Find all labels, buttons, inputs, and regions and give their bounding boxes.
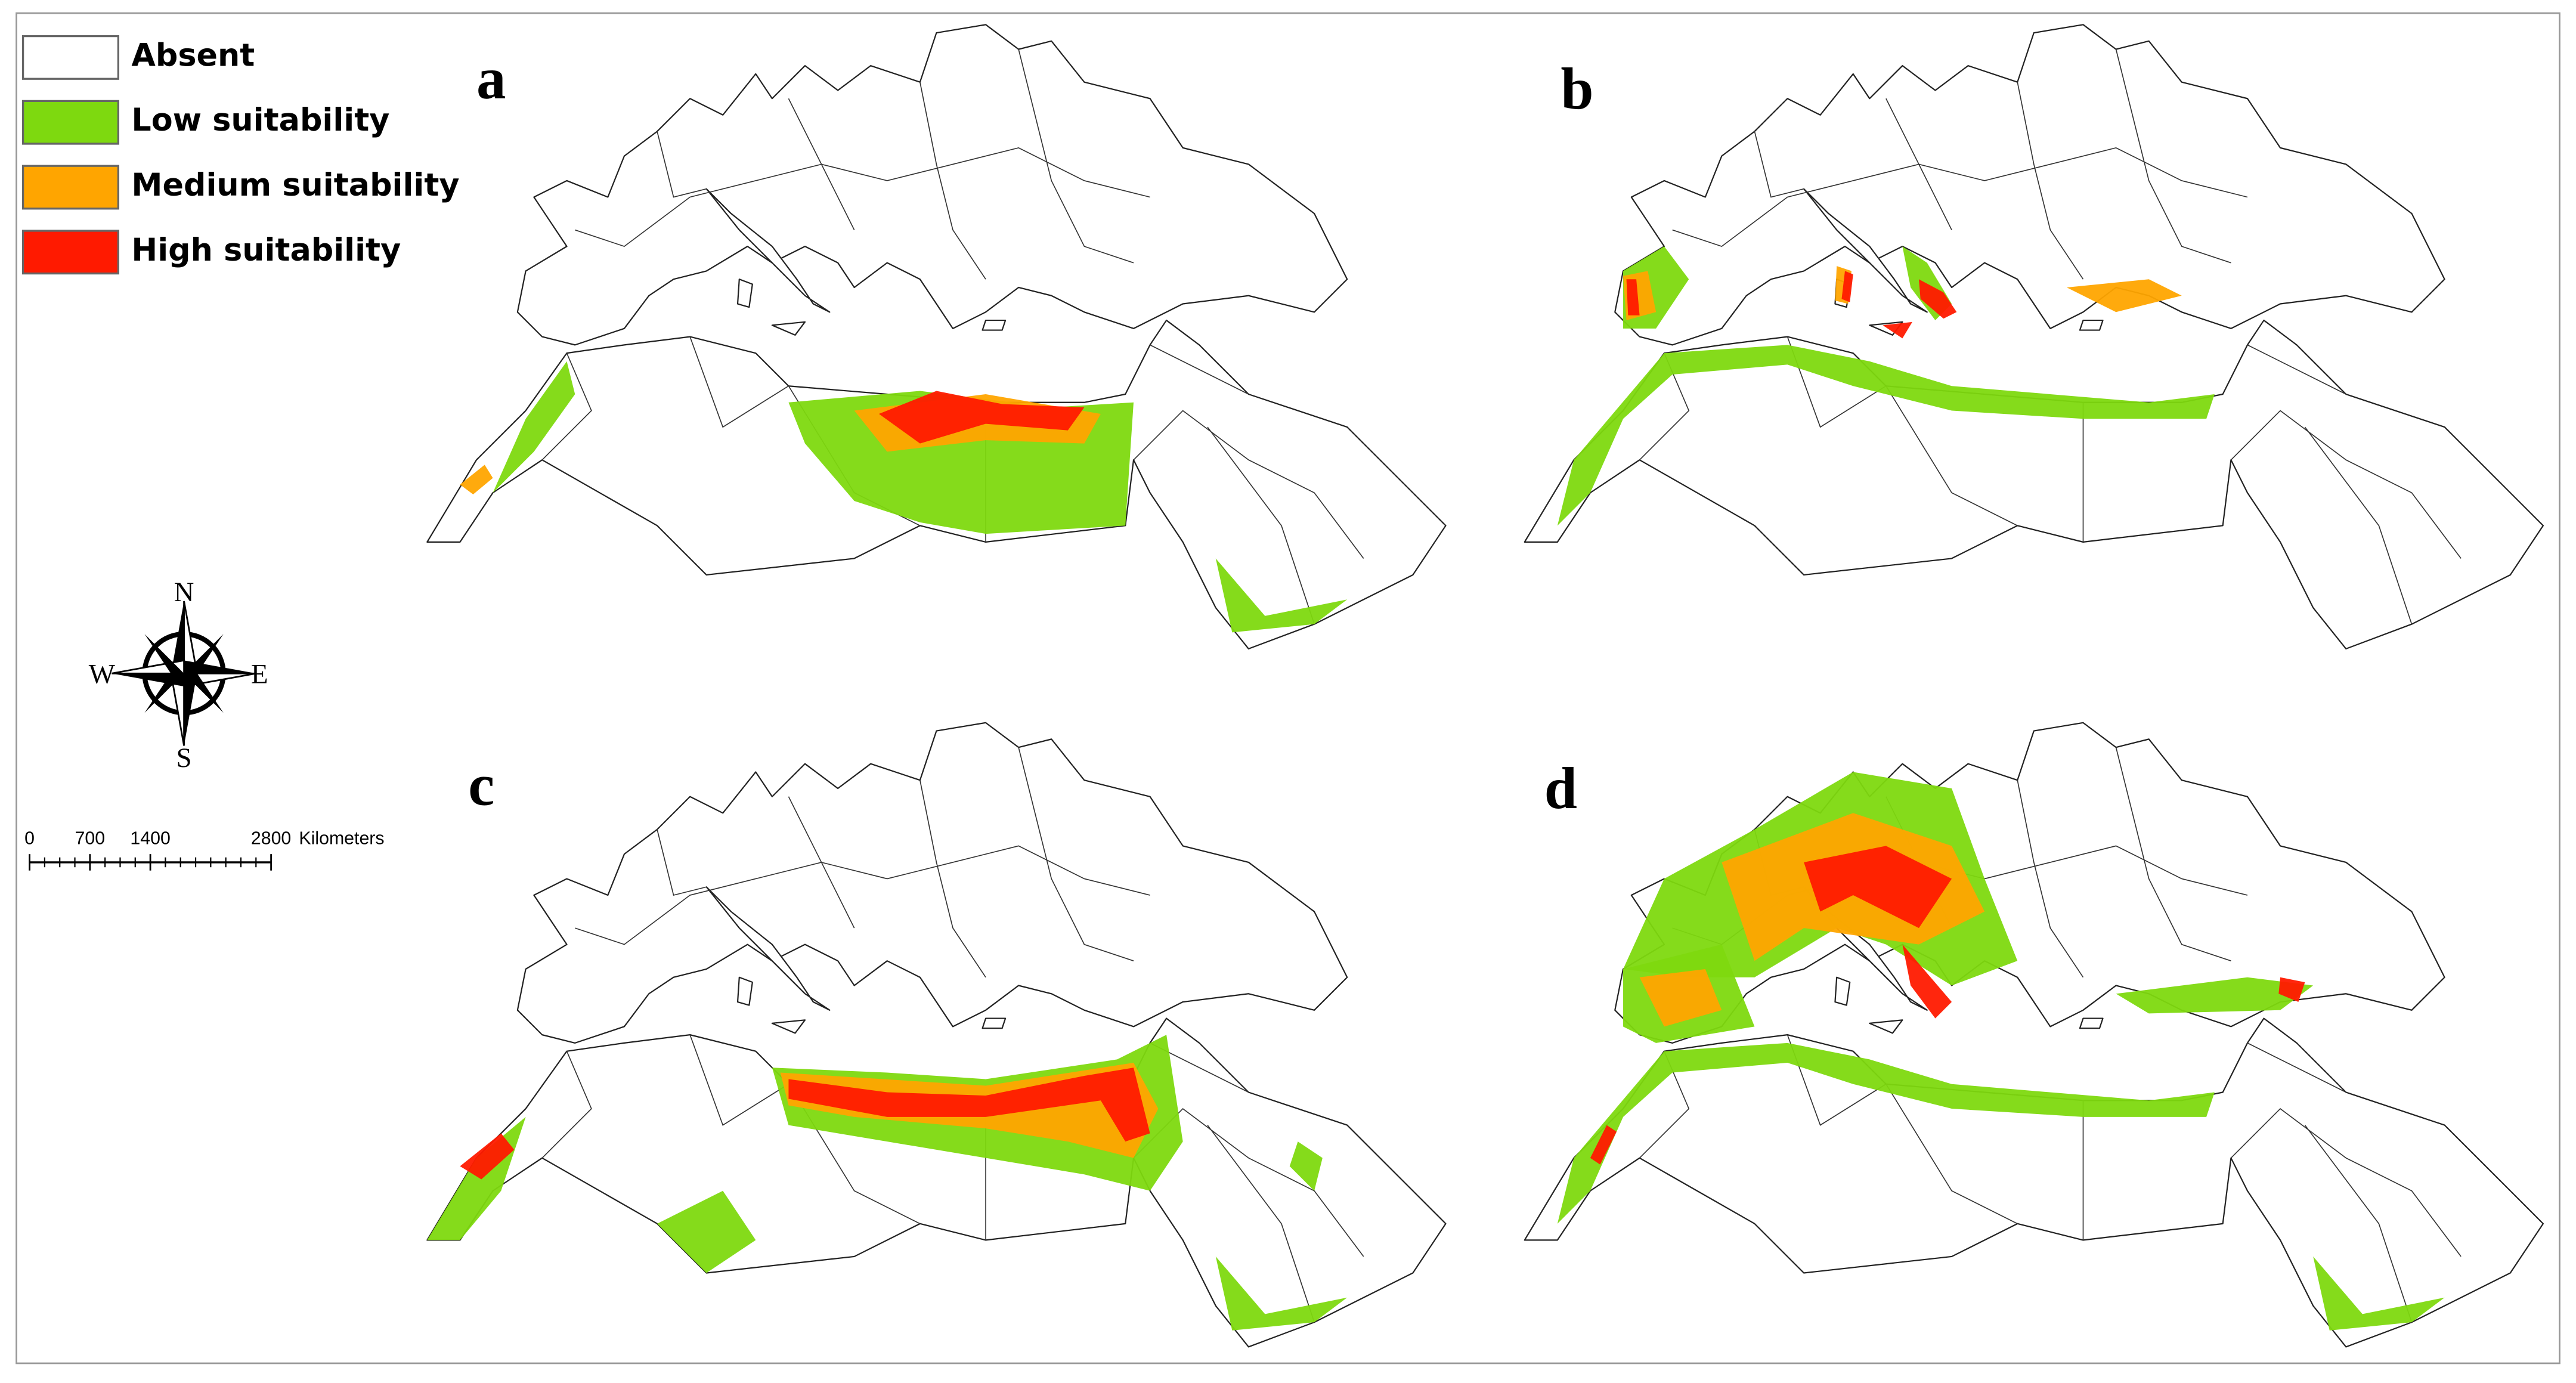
suitability-area: [657, 1190, 756, 1273]
suitability-area: [2066, 279, 2182, 313]
map-panel: [426, 722, 1447, 1348]
scale-bar-label: 1400: [130, 829, 170, 849]
suitability-area: [460, 465, 493, 495]
legend-swatch: [21, 165, 120, 210]
suitability-area: [1557, 1042, 2215, 1224]
compass-point: [184, 668, 224, 713]
suitability-area: [1626, 279, 1640, 315]
legend-swatch: [21, 230, 120, 275]
suitability-area: [493, 361, 575, 493]
suitability-area: [2278, 977, 2305, 1003]
compass-point: [171, 601, 184, 674]
panel-label: c: [468, 753, 494, 818]
panel-label: d: [1544, 756, 1577, 821]
panel-label: a: [476, 47, 506, 112]
compass-letter: E: [251, 659, 268, 690]
legend-swatch: [21, 100, 120, 145]
suitability-area: [1289, 1141, 1323, 1191]
compass-letter: W: [89, 659, 116, 690]
suitability-area: [1841, 271, 1853, 302]
scale-bar-label: 700: [75, 829, 106, 849]
suitability-area: [1902, 944, 1952, 1019]
map-panel: [1524, 722, 2544, 1348]
legend-label: Absent: [131, 37, 255, 73]
suitability-area: [878, 391, 1085, 444]
scale-bar-label: 0: [24, 829, 35, 849]
compass-point: [184, 634, 224, 679]
suitability-area: [788, 1068, 1150, 1142]
legend-label: Medium suitability: [131, 167, 459, 203]
compass-point: [144, 668, 184, 713]
map-panel: [426, 24, 1447, 649]
compass-rose: [112, 601, 257, 746]
panel-label: b: [1561, 57, 1593, 122]
legend-label: Low suitability: [131, 102, 389, 138]
suitability-area: [1215, 1256, 1348, 1331]
legend-label: High suitability: [131, 232, 401, 268]
suitability-area: [2313, 1256, 2445, 1331]
scale-bar-label: 2800: [251, 829, 291, 849]
suitability-area: [1590, 1125, 1617, 1165]
compass-letter: S: [177, 742, 192, 774]
suitability-area: [2116, 977, 2314, 1014]
suitability-area: [1918, 279, 1957, 319]
suitability-area: [1804, 846, 1952, 929]
legend-swatch: [21, 35, 120, 80]
compass-letter: N: [174, 577, 194, 608]
suitability-area: [1215, 558, 1348, 633]
compass-point: [184, 673, 197, 746]
suitability-area: [1639, 969, 1722, 1027]
suitability-area: [1557, 345, 2215, 526]
scale-bar-unit: Kilometers: [299, 829, 384, 849]
compass-point: [144, 634, 184, 679]
suitability-area: [460, 1133, 515, 1180]
